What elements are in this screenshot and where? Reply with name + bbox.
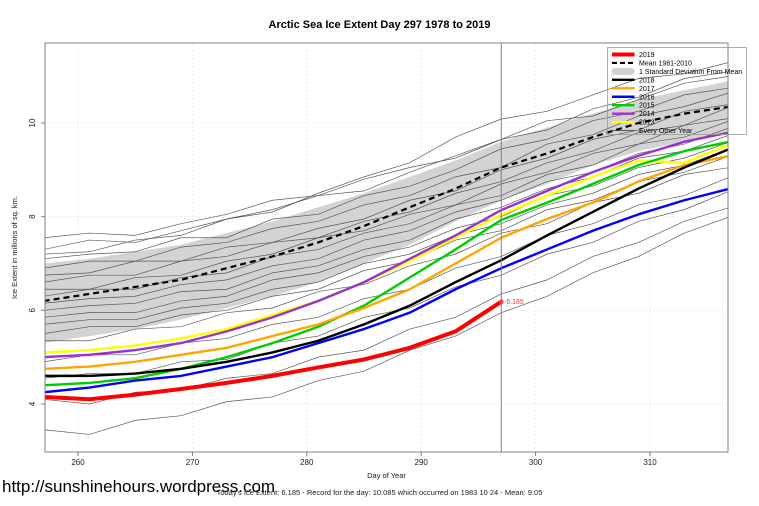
y-tick-label: 4 bbox=[28, 401, 37, 406]
legend-label-2015: 2015 bbox=[639, 103, 655, 110]
y-axis-title-wrap: Ice Extent in millions of sq. km. bbox=[8, 43, 20, 452]
background-year-line-16 bbox=[45, 191, 728, 379]
legend-label-2018: 2018 bbox=[639, 77, 655, 84]
background-year-line-7 bbox=[45, 118, 728, 290]
series-2015 bbox=[45, 140, 728, 387]
x-tick-label: 260 bbox=[71, 458, 85, 467]
x-axis-title: Day of Year bbox=[367, 471, 406, 480]
page-title: Arctic Sea Ice Extent Day 297 1978 to 20… bbox=[268, 19, 491, 31]
x-tick-label: 290 bbox=[415, 458, 429, 467]
background-year-line-14 bbox=[45, 167, 728, 342]
std-dev-band bbox=[45, 81, 728, 343]
axes: 260 270 280 290 300 310 4 6 8 10 bbox=[28, 118, 657, 467]
background-year-line-0 bbox=[45, 71, 728, 238]
background-year-line-12 bbox=[45, 149, 728, 325]
y-axis-title: Ice Extent in millions of sq. km. bbox=[9, 196, 19, 299]
legend-label-mean-1981-2010: Mean 1981-2010 bbox=[639, 60, 692, 67]
y-tick-label: 10 bbox=[28, 118, 37, 127]
legend-label-1-standard-deviation-from-mean: 1 Standard Deviation From Mean bbox=[639, 69, 742, 76]
background-year-line-3 bbox=[45, 87, 728, 260]
background-year-line-18 bbox=[45, 217, 728, 435]
series-2014 bbox=[45, 131, 728, 359]
mean-line bbox=[45, 105, 728, 302]
x-tick-label: 310 bbox=[643, 458, 657, 467]
y-tick-label: 8 bbox=[28, 214, 37, 219]
footer-caption: Today's Ice Extent: 6.185 - Record for t… bbox=[216, 488, 543, 497]
background-year-line-2 bbox=[45, 62, 728, 255]
series-2018 bbox=[45, 148, 728, 378]
plot-area bbox=[45, 62, 728, 435]
series-2016 bbox=[45, 187, 728, 394]
background-year-line-1 bbox=[45, 76, 728, 250]
legend-label-2017: 2017 bbox=[639, 86, 655, 93]
legend-swatch-band bbox=[611, 67, 635, 75]
annotation-point bbox=[499, 299, 504, 304]
plot-frame bbox=[44, 42, 729, 453]
footer-url: http://sunshinehours.wordpress.com bbox=[2, 477, 276, 496]
background-year-line-11 bbox=[45, 142, 728, 318]
legend-box bbox=[607, 47, 747, 135]
background-year-line-15 bbox=[45, 177, 728, 362]
series-2019 bbox=[45, 299, 504, 402]
x-tick-label: 280 bbox=[300, 458, 314, 467]
legend-label-2014: 2014 bbox=[639, 111, 655, 118]
x-tick-label: 270 bbox=[186, 458, 200, 467]
annotation-label: 6.185 bbox=[506, 299, 524, 306]
background-year-line-4 bbox=[45, 92, 728, 269]
series-2017 bbox=[45, 154, 728, 370]
y-tick-label: 6 bbox=[28, 308, 37, 313]
legend-label-2013: 2013 bbox=[639, 120, 655, 127]
legend-label-2019: 2019 bbox=[639, 52, 655, 59]
x-tick-label: 300 bbox=[529, 458, 543, 467]
legend-label-2016: 2016 bbox=[639, 94, 655, 101]
legend-label-every-other-year: Every Other Year bbox=[639, 128, 693, 135]
